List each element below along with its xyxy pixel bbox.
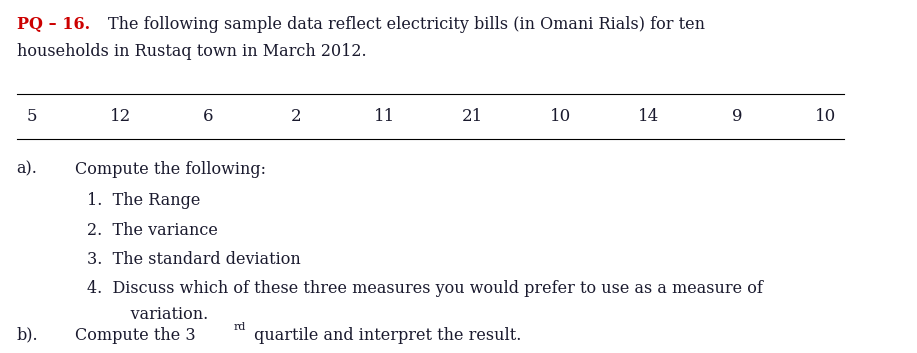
Text: 4.  Discuss which of these three measures you would prefer to use as a measure o: 4. Discuss which of these three measures…	[87, 280, 763, 297]
Text: 12: 12	[110, 108, 131, 125]
Text: 10: 10	[550, 108, 571, 125]
Text: b).: b).	[17, 327, 39, 343]
Text: 2.  The variance: 2. The variance	[87, 222, 218, 239]
Text: Compute the following:: Compute the following:	[75, 161, 266, 178]
Text: 10: 10	[814, 108, 836, 125]
Text: 9: 9	[732, 108, 743, 125]
Text: 21: 21	[462, 108, 483, 125]
Text: rd: rd	[234, 322, 246, 332]
Text: 3.  The standard deviation: 3. The standard deviation	[87, 251, 301, 268]
Text: 11: 11	[374, 108, 395, 125]
Text: quartile and interpret the result.: quartile and interpret the result.	[249, 327, 522, 343]
Text: The following sample data reflect electricity bills (in Omani Rials) for ten: The following sample data reflect electr…	[108, 16, 705, 33]
Text: households in Rustaq town in March 2012.: households in Rustaq town in March 2012.	[17, 43, 366, 60]
Text: 2: 2	[292, 108, 302, 125]
Text: 1.  The Range: 1. The Range	[87, 192, 201, 209]
Text: variation.: variation.	[105, 306, 209, 323]
Text: PQ – 16.: PQ – 16.	[17, 16, 90, 33]
Text: 5: 5	[27, 108, 38, 125]
Text: Compute the 3: Compute the 3	[75, 327, 196, 343]
Text: 14: 14	[638, 108, 659, 125]
Text: a).: a).	[17, 161, 38, 178]
Text: 6: 6	[203, 108, 214, 125]
